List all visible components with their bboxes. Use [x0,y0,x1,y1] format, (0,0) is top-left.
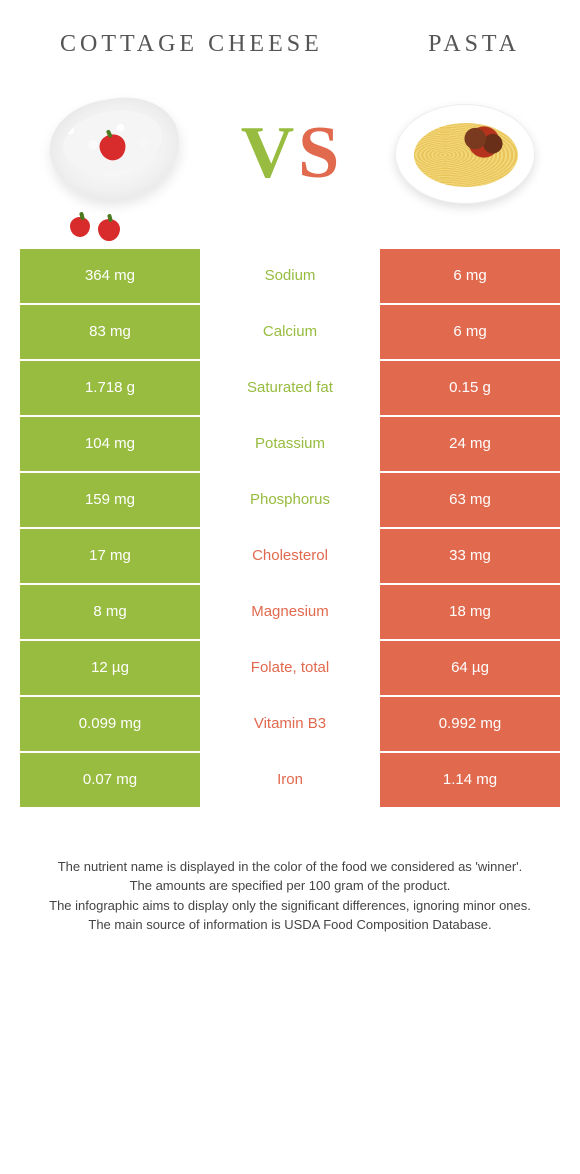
cottage-cheese-image [40,89,190,219]
footnote: The nutrient name is displayed in the co… [30,857,550,935]
left-value: 364 mg [20,249,200,303]
footnote-line: The nutrient name is displayed in the co… [30,857,550,877]
table-row: 0.099 mgVitamin B30.992 mg [20,697,560,751]
right-value: 24 mg [380,417,560,471]
table-row: 8 mgMagnesium18 mg [20,585,560,639]
left-value: 17 mg [20,529,200,583]
left-value: 1.718 g [20,361,200,415]
right-value: 33 mg [380,529,560,583]
table-row: 364 mgSodium6 mg [20,249,560,303]
left-value: 12 µg [20,641,200,695]
left-value: 0.099 mg [20,697,200,751]
table-row: 83 mgCalcium6 mg [20,305,560,359]
food-left-title: COTTAGE CHEESE [60,30,323,59]
right-value: 63 mg [380,473,560,527]
nutrient-label: Sodium [200,249,380,303]
right-value: 0.15 g [380,361,560,415]
header: COTTAGE CHEESE PASTA [0,0,580,69]
left-value: 159 mg [20,473,200,527]
footnote-line: The infographic aims to display only the… [30,896,550,916]
nutrient-label: Saturated fat [200,361,380,415]
vs-label: V S [241,111,340,196]
right-value: 6 mg [380,249,560,303]
hero-row: V S [0,69,580,249]
nutrient-label: Potassium [200,417,380,471]
table-row: 12 µgFolate, total64 µg [20,641,560,695]
footnote-line: The amounts are specified per 100 gram o… [30,876,550,896]
right-value: 64 µg [380,641,560,695]
left-value: 83 mg [20,305,200,359]
footnote-line: The main source of information is USDA F… [30,915,550,935]
table-row: 1.718 gSaturated fat0.15 g [20,361,560,415]
table-row: 104 mgPotassium24 mg [20,417,560,471]
left-value: 8 mg [20,585,200,639]
pasta-image [390,89,540,219]
nutrient-label: Iron [200,753,380,807]
table-row: 0.07 mgIron1.14 mg [20,753,560,807]
nutrient-label: Cholesterol [200,529,380,583]
table-row: 159 mgPhosphorus63 mg [20,473,560,527]
comparison-table: 364 mgSodium6 mg83 mgCalcium6 mg1.718 gS… [20,249,560,807]
vs-v: V [241,111,294,196]
left-value: 0.07 mg [20,753,200,807]
nutrient-label: Phosphorus [200,473,380,527]
right-value: 6 mg [380,305,560,359]
table-row: 17 mgCholesterol33 mg [20,529,560,583]
right-value: 18 mg [380,585,560,639]
nutrient-label: Calcium [200,305,380,359]
nutrient-label: Vitamin B3 [200,697,380,751]
right-value: 1.14 mg [380,753,560,807]
right-value: 0.992 mg [380,697,560,751]
food-right-title: PASTA [428,30,520,59]
nutrient-label: Magnesium [200,585,380,639]
nutrient-label: Folate, total [200,641,380,695]
vs-s: S [298,111,339,196]
left-value: 104 mg [20,417,200,471]
